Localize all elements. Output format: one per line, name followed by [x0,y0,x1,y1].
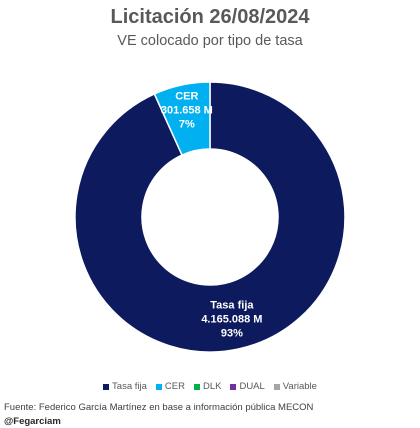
legend-item-variable: Variable [273,381,317,392]
legend-label: Tasa fija [112,381,147,392]
data-label-tasa-fija-value: 4.165.088 M [201,314,262,326]
source-note: Fuente: Federico García Martínez en base… [4,402,314,413]
data-label-cer-percent: 7% [179,118,195,130]
author-handle: @Fegarciam [4,416,61,427]
chart-legend: Tasa fija CER DLK DUAL Variable [0,381,420,392]
data-label-tasa-fija-percent: 93% [221,328,243,340]
data-label-tasa-fija-name: Tasa fija [210,300,254,312]
chart-title: Licitación 26/08/2024 [110,6,310,28]
donut-slice-cer [153,81,211,157]
legend-item-cer: CER [155,381,185,392]
donut-slice-tasa-fija [74,81,346,353]
data-label-cer-name: CER [175,90,198,102]
legend-item-tasa-fija: Tasa fija [103,381,147,392]
legend-swatch [230,383,237,390]
legend-label: DUAL [239,381,265,392]
chart-subtitle: VE colocado por tipo de tasa [117,33,303,49]
legend-swatch [155,383,162,390]
legend-label: Variable [282,381,317,392]
legend-label: DLK [202,381,222,392]
legend-swatch [193,383,200,390]
donut-chart: Tasa fija 4.165.088 M 93% CER 301.658 M 7% [74,81,346,353]
data-label-cer-value: 301.658 M [161,104,213,116]
legend-swatch [103,383,110,390]
legend-label: CER [164,381,185,392]
legend-item-dlk: DLK [193,381,222,392]
legend-item-dual: DUAL [230,381,265,392]
legend-swatch [273,383,280,390]
